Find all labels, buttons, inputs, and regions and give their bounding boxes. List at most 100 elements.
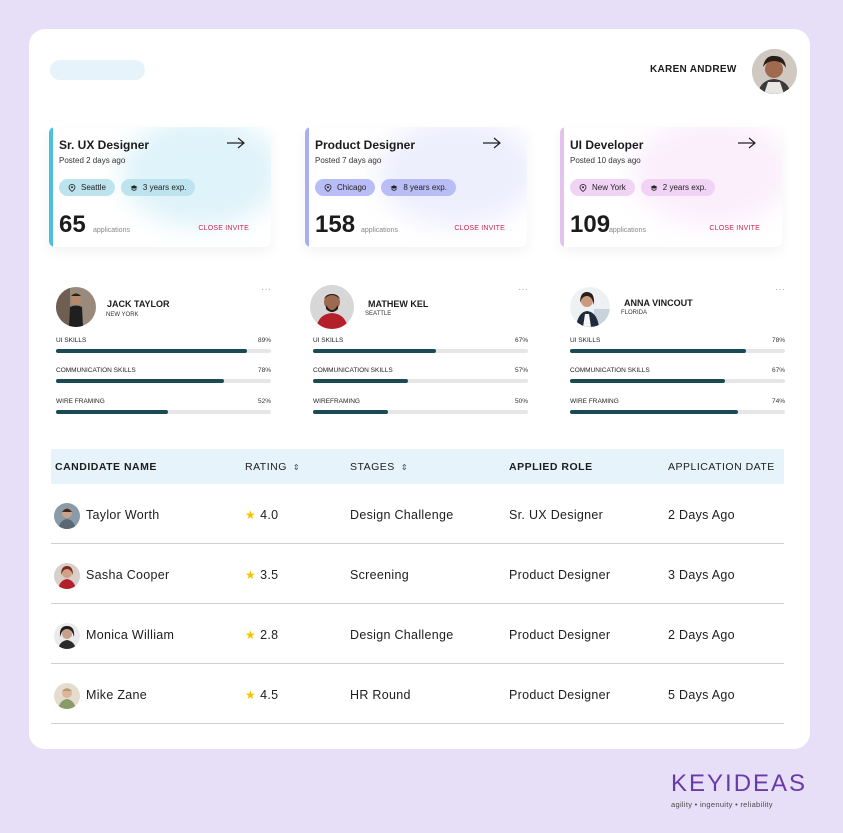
header-rating[interactable]: RATING ⇕ bbox=[245, 461, 300, 473]
location-pin-icon bbox=[579, 183, 587, 192]
job-card-sr-ux-designer[interactable]: Sr. UX Designer Posted 2 days ago Seattl… bbox=[49, 127, 271, 247]
location-label: Seattle bbox=[81, 183, 106, 192]
table-row[interactable]: Sasha Cooper ★ 3.5 Screening Product Desi… bbox=[51, 544, 784, 604]
row-candidate-name: Monica William bbox=[86, 628, 175, 642]
header-stages-label: STAGES bbox=[350, 461, 395, 473]
close-invite-button[interactable]: CLOSE INVITE bbox=[454, 225, 505, 232]
table-header: CANDIDATE NAME RATING ⇕ STAGES ⇕ APPLIED R… bbox=[51, 449, 784, 484]
location-chip: Seattle bbox=[59, 179, 115, 196]
candidate-card-jack-taylor[interactable]: JACK TAYLOR NEW YORK ··· UI SKILLS 89% C… bbox=[56, 284, 271, 418]
skill-track bbox=[56, 379, 271, 383]
row-stage: HR Round bbox=[350, 688, 411, 702]
star-icon: ★ bbox=[245, 508, 257, 522]
header-rating-label: RATING bbox=[245, 461, 287, 473]
skill-percent: 78% bbox=[257, 367, 271, 374]
job-card-product-designer[interactable]: Product Designer Posted 7 days ago Chica… bbox=[305, 127, 527, 247]
brand-logo: KEYIDEAS bbox=[671, 770, 808, 797]
location-chip: Chicago bbox=[315, 179, 376, 196]
experience-chip: 2 years exp. bbox=[640, 179, 716, 196]
row-role: Product Designer bbox=[509, 688, 611, 702]
skill-track bbox=[313, 379, 528, 383]
skill-label: WIRE FRAMING bbox=[56, 398, 105, 405]
skill-row: COMMUNICATION SKILLS 78% bbox=[56, 367, 271, 387]
candidate-card-mathew-kel[interactable]: MATHEW KEL SEATTLE ··· UI SKILLS 67% COM… bbox=[310, 284, 528, 418]
candidate-location: SEATTLE bbox=[365, 311, 392, 317]
rating-value: 3.5 bbox=[260, 568, 279, 582]
skill-label: COMMUNICATION SKILLS bbox=[313, 367, 393, 374]
candidate-avatar bbox=[570, 287, 610, 327]
search-bar[interactable] bbox=[50, 60, 145, 80]
applications-label: applications bbox=[609, 227, 646, 234]
more-options-icon[interactable]: ··· bbox=[518, 284, 528, 295]
close-invite-button[interactable]: CLOSE INVITE bbox=[198, 225, 249, 232]
row-rating: ★ 4.0 bbox=[245, 508, 278, 522]
rating-value: 2.8 bbox=[260, 628, 279, 642]
skill-bar bbox=[570, 349, 747, 353]
skill-percent: 57% bbox=[514, 367, 528, 374]
skill-label: COMMUNICATION SKILLS bbox=[56, 367, 136, 374]
experience-label: 2 years exp. bbox=[662, 183, 707, 192]
skill-percent: 74% bbox=[771, 398, 785, 405]
candidate-name: ANNA VINCOUT bbox=[624, 298, 693, 308]
skill-row: WIRE FRAMING 74% bbox=[570, 398, 785, 418]
application-count: 65 bbox=[59, 211, 86, 238]
skill-label: UI SKILLS bbox=[570, 337, 601, 344]
location-pin-icon bbox=[324, 183, 332, 192]
row-date: 5 Days Ago bbox=[668, 688, 735, 702]
skill-row: WIREFRAMING 50% bbox=[313, 398, 528, 418]
skill-row: UI SKILLS 89% bbox=[56, 337, 271, 357]
table-row[interactable]: Mike Zane ★ 4.5 HR Round Product Designer… bbox=[51, 664, 784, 724]
row-candidate-name: Mike Zane bbox=[86, 688, 148, 702]
rating-value: 4.0 bbox=[260, 508, 279, 522]
sort-icon[interactable]: ⇕ bbox=[292, 463, 301, 472]
application-count: 109 bbox=[570, 211, 611, 238]
row-rating: ★ 3.5 bbox=[245, 568, 278, 582]
candidate-location: NEW YORK bbox=[106, 312, 139, 318]
candidate-card-anna-vincout[interactable]: ANNA VINCOUT FLORIDA ··· UI SKILLS 78% C… bbox=[570, 284, 785, 418]
brand-tagline: agility • ingenuity • reliability bbox=[671, 800, 773, 809]
candidate-name: JACK TAYLOR bbox=[107, 299, 170, 309]
graduation-cap-icon bbox=[130, 184, 138, 191]
header-stages[interactable]: STAGES ⇕ bbox=[350, 461, 408, 473]
user-avatar[interactable] bbox=[752, 49, 797, 94]
close-invite-button[interactable]: CLOSE INVITE bbox=[709, 225, 760, 232]
table-row[interactable]: Taylor Worth ★ 4.0 Design Challenge Sr. U… bbox=[51, 484, 784, 544]
row-rating: ★ 2.8 bbox=[245, 628, 278, 642]
job-posted: Posted 2 days ago bbox=[59, 156, 126, 165]
job-title: UI Developer bbox=[570, 138, 644, 152]
more-options-icon[interactable]: ··· bbox=[775, 284, 785, 295]
candidate-avatar bbox=[310, 285, 354, 329]
skill-bar bbox=[313, 379, 408, 383]
skill-track bbox=[313, 410, 528, 414]
application-count: 158 bbox=[315, 211, 356, 238]
skill-bar bbox=[56, 410, 168, 414]
row-rating: ★ 4.5 bbox=[245, 688, 278, 702]
skill-bar bbox=[570, 410, 738, 414]
location-label: Chicago bbox=[337, 183, 367, 192]
job-card-ui-developer[interactable]: UI Developer Posted 10 days ago New York… bbox=[560, 127, 782, 247]
candidate-avatar bbox=[56, 287, 96, 327]
experience-chip: 3 years exp. bbox=[120, 179, 196, 196]
skill-row: UI SKILLS 67% bbox=[313, 337, 528, 357]
skill-label: WIRE FRAMING bbox=[570, 398, 619, 405]
more-options-icon[interactable]: ··· bbox=[261, 284, 271, 295]
skill-row: WIRE FRAMING 52% bbox=[56, 398, 271, 418]
skill-track bbox=[570, 349, 785, 353]
graduation-cap-icon bbox=[650, 184, 658, 191]
row-candidate-name: Sasha Cooper bbox=[86, 568, 170, 582]
skill-percent: 50% bbox=[514, 398, 528, 405]
row-avatar bbox=[54, 623, 80, 649]
star-icon: ★ bbox=[245, 568, 257, 582]
header-applied-role: APPLIED ROLE bbox=[509, 461, 593, 473]
arrow-right-icon[interactable] bbox=[225, 135, 247, 151]
skill-percent: 89% bbox=[257, 337, 271, 344]
arrow-right-icon[interactable] bbox=[736, 135, 758, 151]
skill-label: UI SKILLS bbox=[313, 337, 344, 344]
arrow-right-icon[interactable] bbox=[481, 135, 503, 151]
table-row[interactable]: Monica William ★ 2.8 Design Challenge Pro… bbox=[51, 604, 784, 664]
row-stage: Design Challenge bbox=[350, 628, 454, 642]
rating-value: 4.5 bbox=[260, 688, 279, 702]
skill-track bbox=[313, 349, 528, 353]
user-name: KAREN ANDREW bbox=[650, 64, 737, 75]
sort-icon[interactable]: ⇕ bbox=[400, 463, 409, 472]
